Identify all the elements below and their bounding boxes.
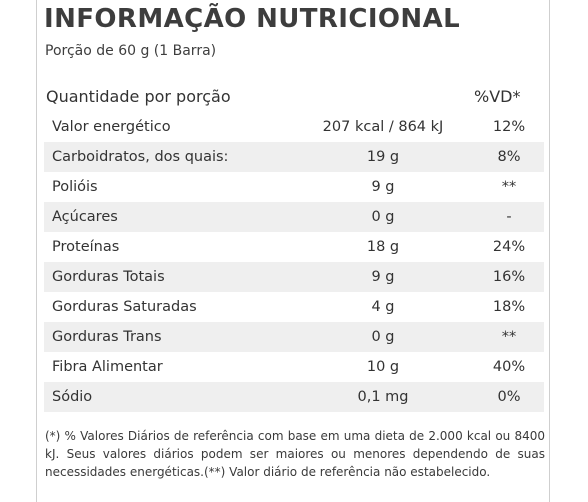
nutrient-amount: 9 g <box>371 269 395 285</box>
quantity-header: Quantidade por porção <box>46 87 231 106</box>
nutrient-row-polyols: Polióis 9 g ** <box>44 172 544 202</box>
nutrient-amount: 0,1 mg <box>357 389 409 405</box>
nutrient-daily-value: 0% <box>497 389 521 405</box>
nutrient-amount: 19 g <box>366 149 400 165</box>
nutrient-name: Gorduras Totais <box>52 269 165 285</box>
nutrient-amount: 18 g <box>366 239 400 255</box>
nutrient-amount: 0 g <box>371 329 395 345</box>
nutrient-daily-value: 40% <box>492 359 526 375</box>
nutrient-name: Fibra Alimentar <box>52 359 163 375</box>
nutrient-daily-value: 8% <box>497 149 521 165</box>
nutrient-daily-value: 24% <box>492 239 526 255</box>
nutrient-row-total-fat: Gorduras Totais 9 g 16% <box>44 262 544 292</box>
nutrient-daily-value: ** <box>501 329 517 345</box>
footnote-text: (*) % Valores Diários de referência com … <box>45 429 545 479</box>
serving-size: Porção de 60 g (1 Barra) <box>45 43 217 59</box>
nutrient-daily-value: 12% <box>492 119 526 135</box>
nutrient-daily-value: 18% <box>492 299 526 315</box>
nutrient-daily-value: 16% <box>492 269 526 285</box>
nutrient-name: Sódio <box>52 389 93 405</box>
nutrient-row-sodium: Sódio 0,1 mg 0% <box>44 382 544 412</box>
nutrient-amount: 10 g <box>366 359 400 375</box>
right-border-line <box>549 0 550 502</box>
nutrient-row-sugars: Açúcares 0 g - <box>44 202 544 232</box>
nutrient-amount: 4 g <box>371 299 395 315</box>
nutrient-amount: 207 kcal / 864 kJ <box>322 119 444 135</box>
nutrient-name: Carboidratos, dos quais: <box>52 149 229 165</box>
nutrient-row-proteins: Proteínas 18 g 24% <box>44 232 544 262</box>
nutrient-amount: 9 g <box>371 179 395 195</box>
nutrient-name: Açúcares <box>52 209 118 225</box>
nutrition-title: INFORMAÇÃO NUTRICIONAL <box>44 4 461 34</box>
left-border-line <box>36 0 37 502</box>
nutrient-name: Gorduras Trans <box>52 329 162 345</box>
nutrient-daily-value: - <box>506 209 512 225</box>
nutrient-name: Valor energético <box>52 119 171 135</box>
nutrient-daily-value: ** <box>501 179 517 195</box>
table-header: Quantidade por porção %VD* <box>44 86 544 108</box>
nutrient-row-energy: Valor energético 207 kcal / 864 kJ 12% <box>44 112 544 142</box>
nutrient-name: Gorduras Saturadas <box>52 299 197 315</box>
nutrient-name: Proteínas <box>52 239 120 255</box>
nutrient-row-trans-fat: Gorduras Trans 0 g ** <box>44 322 544 352</box>
nutrient-table: Valor energético 207 kcal / 864 kJ 12% C… <box>44 112 544 412</box>
nutrient-row-saturated-fat: Gorduras Saturadas 4 g 18% <box>44 292 544 322</box>
nutrient-amount: 0 g <box>371 209 395 225</box>
nutrient-name: Polióis <box>52 179 98 195</box>
nutrient-row-carbohydrates: Carboidratos, dos quais: 19 g 8% <box>44 142 544 172</box>
daily-value-header: %VD* <box>474 87 521 106</box>
nutrient-row-fiber: Fibra Alimentar 10 g 40% <box>44 352 544 382</box>
